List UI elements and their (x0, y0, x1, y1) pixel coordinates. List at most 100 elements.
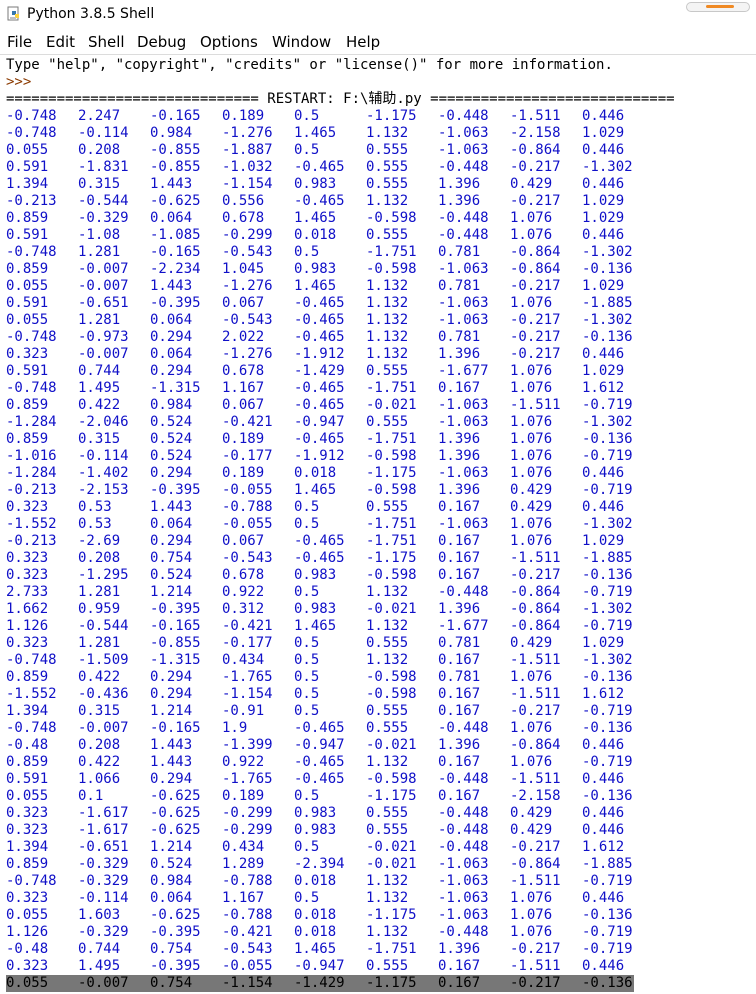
output-value: 1.126 (6, 618, 49, 634)
output-value: -1.302 (582, 652, 633, 668)
menu-help[interactable]: Help (346, 33, 381, 51)
output-value: 0.555 (366, 703, 409, 719)
output-value: 0.53 (78, 499, 112, 515)
output-value: -1.751 (366, 380, 417, 396)
output-value: -0.007 (78, 975, 129, 991)
output-value: 1.076 (510, 431, 553, 447)
menu-options[interactable]: Options (200, 33, 258, 51)
output-value: 0.294 (150, 686, 193, 702)
output-value: -0.217 (510, 278, 561, 294)
output-value: -0.855 (150, 142, 201, 158)
output-value: 0.315 (78, 176, 121, 192)
output-value: 2.247 (78, 108, 121, 124)
output-value: 0.678 (222, 567, 265, 583)
output-value: 1.214 (150, 584, 193, 600)
output-value: -0.625 (150, 822, 201, 838)
output-value: 0.429 (510, 805, 553, 821)
output-value: 0.744 (78, 941, 121, 957)
output-value: 0.983 (294, 601, 337, 617)
shell-output[interactable]: Type "help", "copyright", "credits" or "… (0, 55, 756, 994)
menu-shell[interactable]: Shell (88, 33, 125, 51)
output-value: -1.063 (438, 907, 489, 923)
output-value: -1.402 (78, 465, 129, 481)
output-value: 0.754 (150, 975, 193, 991)
output-value: 1.132 (366, 329, 409, 345)
output-value: 1.132 (366, 890, 409, 906)
output-value: -0.625 (150, 907, 201, 923)
output-value: 0.055 (6, 278, 49, 294)
output-value: -1.509 (78, 652, 129, 668)
output-value: 1.132 (366, 754, 409, 770)
output-value: 0.018 (294, 465, 337, 481)
output-value: 0.446 (582, 346, 625, 362)
output-value: -0.465 (294, 380, 345, 396)
menu-debug[interactable]: Debug (137, 33, 187, 51)
output-value: -1.063 (438, 312, 489, 328)
output-value: -0.448 (438, 584, 489, 600)
output-value: -0.719 (582, 397, 633, 413)
output-value: 1.396 (438, 176, 481, 192)
output-value: 1.396 (438, 448, 481, 464)
output-value: 1.612 (582, 686, 625, 702)
output-value: 1.132 (366, 652, 409, 668)
output-value: -1.511 (510, 550, 561, 566)
output-value: -0.465 (294, 397, 345, 413)
output-value: 0.5 (294, 584, 320, 600)
output-value: 1.167 (222, 890, 265, 906)
output-value: 0.5 (294, 652, 320, 668)
output-value: 1.076 (510, 533, 553, 549)
output-value: -2.158 (510, 125, 561, 141)
output-value: 0.323 (6, 567, 49, 583)
output-value: 0.5 (294, 142, 320, 158)
output-value: -1.552 (6, 686, 57, 702)
output-value: -0.421 (222, 414, 273, 430)
menu-window[interactable]: Window (272, 33, 332, 51)
output-value: 0.018 (294, 873, 337, 889)
output-value: 0.294 (150, 533, 193, 549)
output-value: 0.429 (510, 176, 553, 192)
output-value: -0.719 (582, 924, 633, 940)
output-value: -2.153 (78, 482, 129, 498)
output-value: -0.136 (582, 431, 633, 447)
output-value: -1.175 (366, 465, 417, 481)
output-value: -0.625 (150, 788, 201, 804)
output-value: -0.165 (150, 244, 201, 260)
output-value: -1.511 (510, 108, 561, 124)
output-value: -1.063 (438, 125, 489, 141)
output-value: 0.5 (294, 890, 320, 906)
output-value: -0.448 (438, 159, 489, 175)
output-value: -0.625 (150, 805, 201, 821)
minimize-button[interactable] (686, 2, 750, 12)
output-value: -0.651 (78, 839, 129, 855)
output-value: -0.788 (222, 873, 273, 889)
output-value: -0.598 (366, 261, 417, 277)
output-value: 1.126 (6, 924, 49, 940)
output-value: 0.446 (582, 958, 625, 974)
output-value: -1.751 (366, 431, 417, 447)
output-value: -1.302 (582, 312, 633, 328)
menu-file[interactable]: File (7, 33, 33, 51)
output-value: 0.167 (438, 499, 481, 515)
output-value: -0.217 (510, 567, 561, 583)
menu-edit[interactable]: Edit (46, 33, 76, 51)
output-value: -0.48 (6, 941, 49, 957)
output-value: -2.234 (150, 261, 201, 277)
output-value: 1.029 (582, 533, 625, 549)
output-value: 0.067 (222, 295, 265, 311)
output-value: -0.421 (222, 924, 273, 940)
output-value: 0.446 (582, 822, 625, 838)
output-value: 0.5 (294, 839, 320, 855)
output-value: 0.446 (582, 142, 625, 158)
window-title: Python 3.8.5 Shell (27, 6, 155, 22)
output-value: -1.617 (78, 805, 129, 821)
output-value: -1.175 (366, 788, 417, 804)
output-value: 0.446 (582, 499, 625, 515)
output-value: -0.021 (366, 737, 417, 753)
shell-prompt: >>> (6, 74, 32, 90)
output-value: 0.524 (150, 414, 193, 430)
output-value: 0.434 (222, 652, 265, 668)
output-value: -1.887 (222, 142, 273, 158)
output-value: -0.329 (78, 210, 129, 226)
output-value: 1.495 (78, 958, 121, 974)
output-value: 0.446 (582, 771, 625, 787)
